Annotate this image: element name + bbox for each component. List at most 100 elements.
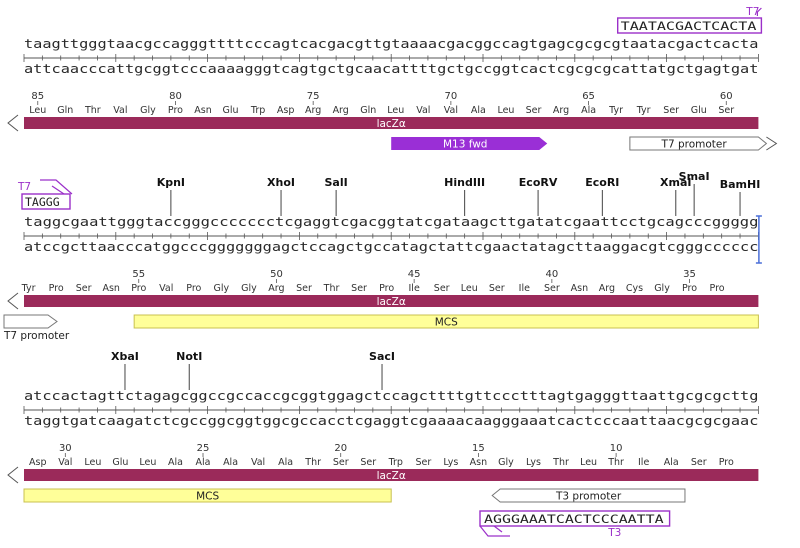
enzyme-label: SacI [369, 350, 395, 363]
amino-acid: Ile [638, 457, 649, 468]
amino-acid: Arg [268, 283, 284, 294]
amino-acid: Trp [388, 457, 403, 468]
amino-acid: Pro [379, 283, 394, 294]
amino-acid: Leu [497, 105, 514, 116]
direction-arrow-icon [7, 292, 19, 310]
amino-acid: Pro [682, 283, 697, 294]
amino-acid: Pro [49, 283, 64, 294]
amino-acid: Leu [84, 457, 101, 468]
position-number: 60 [720, 91, 733, 102]
amino-acid: Thr [84, 105, 101, 116]
amino-acid: Arg [305, 105, 321, 116]
amino-acid: Asp [29, 457, 46, 468]
primer-sequence: AGGGAAATCACTCCCAATTA [484, 512, 664, 526]
primer-hook-icon [40, 179, 73, 195]
amino-acid: Leu [387, 105, 404, 116]
amino-acid: Gly [654, 283, 670, 294]
amino-acid: Leu [461, 283, 478, 294]
amino-acid: Ser [691, 457, 707, 468]
amino-acid: Gly [241, 283, 257, 294]
position-number: 70 [445, 91, 458, 102]
m13-fwd-label: M13 fwd [443, 139, 488, 151]
lacz-bar [24, 117, 759, 129]
position-number: 35 [683, 269, 696, 280]
amino-acid: Ala [196, 457, 211, 468]
amino-acid: Glu [223, 105, 239, 116]
lacz-bar [24, 295, 759, 307]
amino-acid: Ser [76, 283, 92, 294]
amino-acid: Arg [553, 105, 569, 116]
mcs-bar [23, 488, 392, 503]
enzyme-label: XmaI [660, 176, 691, 189]
enzyme-label: SmaI [679, 170, 710, 183]
amino-acid: Val [444, 105, 458, 116]
amino-acid: Trp [250, 105, 265, 116]
amino-acid: Asn [194, 105, 211, 116]
amino-acid: Leu [29, 105, 46, 116]
amino-acid: Gly [140, 105, 156, 116]
top-strand: taagttgggtaacgccagggttttcccagtcacgacgttg… [24, 37, 758, 51]
top-strand: taggcgaattgggtaccgggccccccctcgaggtcgacgg… [24, 215, 758, 229]
amino-acid: Ala [664, 457, 679, 468]
position-number: 75 [307, 91, 320, 102]
amino-acid: Ser [718, 105, 734, 116]
amino-acid: Glu [691, 105, 707, 116]
amino-acid: Ser [663, 105, 679, 116]
bottom-strand: taggtgatcaagatctcgccggcggtggcgccacctcgag… [24, 414, 758, 428]
amino-acid: Asn [571, 283, 588, 294]
enzyme-label: SalI [325, 176, 348, 189]
amino-acid: Tyr [608, 105, 623, 116]
top-strand: atccactagttctagagcggccgccaccgcggtggagctc… [24, 389, 758, 403]
enzyme-label: XbaI [111, 350, 139, 363]
position-number: 50 [270, 269, 283, 280]
enzyme-label: BamHI [720, 178, 761, 191]
amino-acid: Ser [360, 457, 376, 468]
lacz-label: lacZα [377, 470, 406, 482]
amino-acid: Ala [278, 457, 293, 468]
direction-arrow-icon [7, 114, 19, 132]
enzyme-label: KpnI [157, 176, 185, 189]
amino-acid: Ala [471, 105, 486, 116]
amino-acid: Val [58, 457, 72, 468]
amino-acid: Val [416, 105, 430, 116]
amino-acid: Ser [415, 457, 431, 468]
amino-acid: Thr [323, 283, 340, 294]
primer-name: T7 [17, 181, 31, 193]
amino-acid: Ser [489, 283, 505, 294]
amino-acid: Ala [168, 457, 183, 468]
amino-acid: Tyr [21, 283, 36, 294]
t7-primer-box [617, 17, 763, 34]
amino-acid: Gln [360, 105, 376, 116]
amino-acid: Gly [214, 283, 230, 294]
promoter-label: T7 promoter [3, 330, 70, 342]
position-number: 80 [169, 91, 182, 102]
amino-acid: Ser [434, 283, 450, 294]
bottom-strand: atccgcttaacccatggcccgggggggagctccagctgcc… [24, 240, 758, 254]
bottom-strand: attcaacccattgcggtcccaaaagggtcagtgctgcaac… [24, 62, 758, 76]
amino-acid: Pro [168, 105, 183, 116]
primer-sequence: TAGGG [25, 195, 60, 209]
amino-acid: Arg [599, 283, 615, 294]
direction-arrow-icon [7, 466, 19, 484]
amino-acid: Gln [57, 105, 73, 116]
amino-acid: Pro [719, 457, 734, 468]
enzyme-label: XhoI [267, 176, 295, 189]
amino-acid: Lys [443, 457, 458, 468]
promoter-label: T7 promoter [661, 139, 728, 151]
lacz-bar [24, 469, 759, 481]
amino-acid: Ser [333, 457, 349, 468]
sequence-row-3: XbaI NotI SacI atccactagttctagagcggccgccacc… [7, 350, 759, 539]
primer-hook-icon [493, 525, 503, 533]
amino-acid: Arg [333, 105, 349, 116]
enzyme-label: HindIII [444, 176, 485, 189]
amino-acid: Asn [470, 457, 487, 468]
amino-acid: Glu [112, 457, 128, 468]
enzyme-label: EcoRI [585, 176, 619, 189]
amino-acid: Asn [102, 283, 119, 294]
position-number: 15 [472, 443, 485, 454]
amino-acid: Ala [581, 105, 596, 116]
primer-hook-icon [51, 185, 65, 195]
enzyme-label: NotI [176, 350, 202, 363]
